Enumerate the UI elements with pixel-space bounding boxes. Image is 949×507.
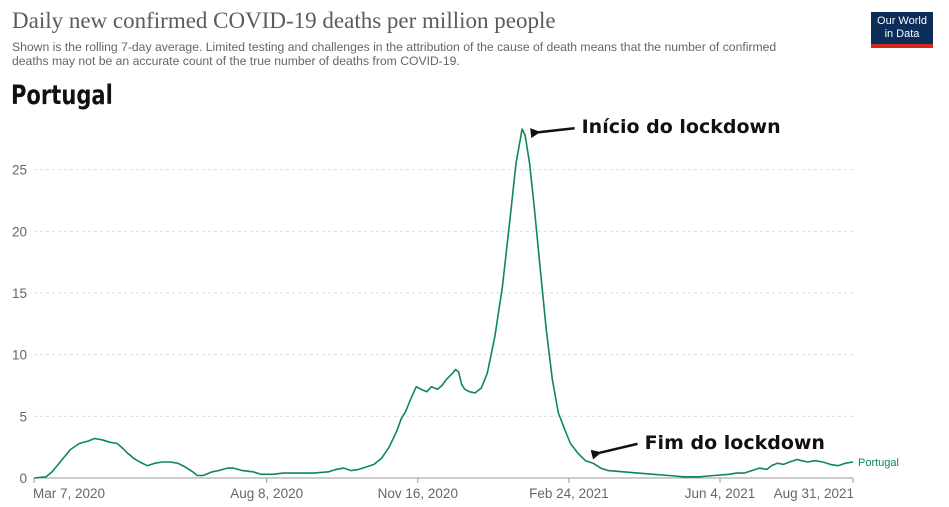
logo-line-2: in Data — [884, 28, 920, 40]
series-line-portugal — [33, 128, 854, 479]
annotation-start-lockdown: Início do lockdown — [582, 116, 781, 138]
x-tick-label: Nov 16, 2020 — [378, 486, 458, 501]
x-tick-label: Jun 4, 2021 — [685, 486, 756, 501]
logo-line-1: Our World — [877, 15, 927, 27]
y-tick-label: 15 — [12, 286, 27, 301]
x-tick-label: Aug 31, 2021 — [774, 486, 854, 501]
country-heading: Portugal — [11, 80, 113, 111]
y-tick-label: 0 — [19, 471, 27, 486]
y-tick-label: 25 — [12, 163, 27, 178]
annotation-arrow-start — [530, 126, 575, 139]
y-tick-label: 20 — [12, 224, 27, 239]
annotation-arrow-end — [590, 442, 638, 460]
x-tick-label: Aug 8, 2020 — [230, 486, 303, 501]
series-end-label: Portugal — [858, 457, 899, 469]
x-tick-label: Mar 7, 2020 — [33, 486, 105, 501]
annotation-end-lockdown: Fim do lockdown — [645, 432, 825, 454]
y-tick-label: 10 — [12, 348, 27, 363]
owid-logo[interactable]: Our World in Data — [871, 12, 933, 48]
chart-subtitle: Shown is the rolling 7-day average. Limi… — [12, 40, 777, 68]
y-tick-label: 5 — [19, 409, 27, 424]
chart-title: Daily new confirmed COVID-19 deaths per … — [12, 8, 556, 33]
x-tick-label: Feb 24, 2021 — [529, 486, 609, 501]
